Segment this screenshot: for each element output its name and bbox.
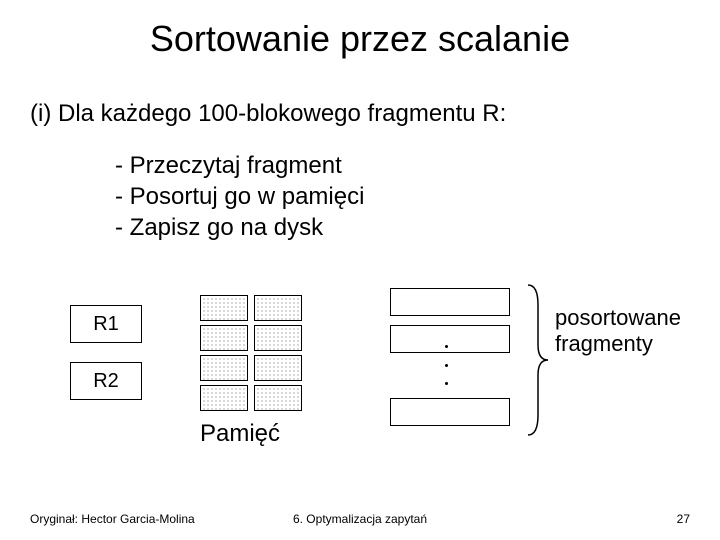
memory-label: Pamięć — [200, 420, 280, 448]
output-box — [390, 325, 510, 353]
bullet-list: - Przeczytaj fragment - Posortuj go w pa… — [115, 150, 364, 244]
page-number: 27 — [677, 512, 690, 526]
footer-chapter: 6. Optymalizacja zapytań — [0, 512, 720, 526]
bullet-1: - Przeczytaj fragment — [115, 150, 364, 181]
bullet-2: - Posortuj go w pamięci — [115, 181, 364, 212]
memory-cell — [254, 385, 302, 411]
memory-cell — [254, 325, 302, 351]
sorted-fragments-label: posortowane fragmenty — [555, 305, 681, 358]
slide-title: Sortowanie przez scalanie — [0, 18, 720, 60]
right-brace-icon — [520, 280, 550, 440]
side-label-line2: fragmenty — [555, 331, 681, 357]
output-box — [390, 398, 510, 426]
memory-cell — [200, 355, 248, 381]
memory-cell — [254, 355, 302, 381]
vertical-ellipsis-icon — [445, 345, 448, 385]
side-label-line1: posortowane — [555, 305, 681, 331]
section-heading: (i) Dla każdego 100-blokowego fragmentu … — [30, 100, 506, 128]
bullet-3: - Zapisz go na dysk — [115, 212, 364, 243]
r1-box: R1 — [70, 305, 142, 343]
memory-cell — [254, 295, 302, 321]
r2-box: R2 — [70, 362, 142, 400]
memory-cell — [200, 325, 248, 351]
memory-cell — [200, 295, 248, 321]
output-box — [390, 288, 510, 316]
memory-cell — [200, 385, 248, 411]
